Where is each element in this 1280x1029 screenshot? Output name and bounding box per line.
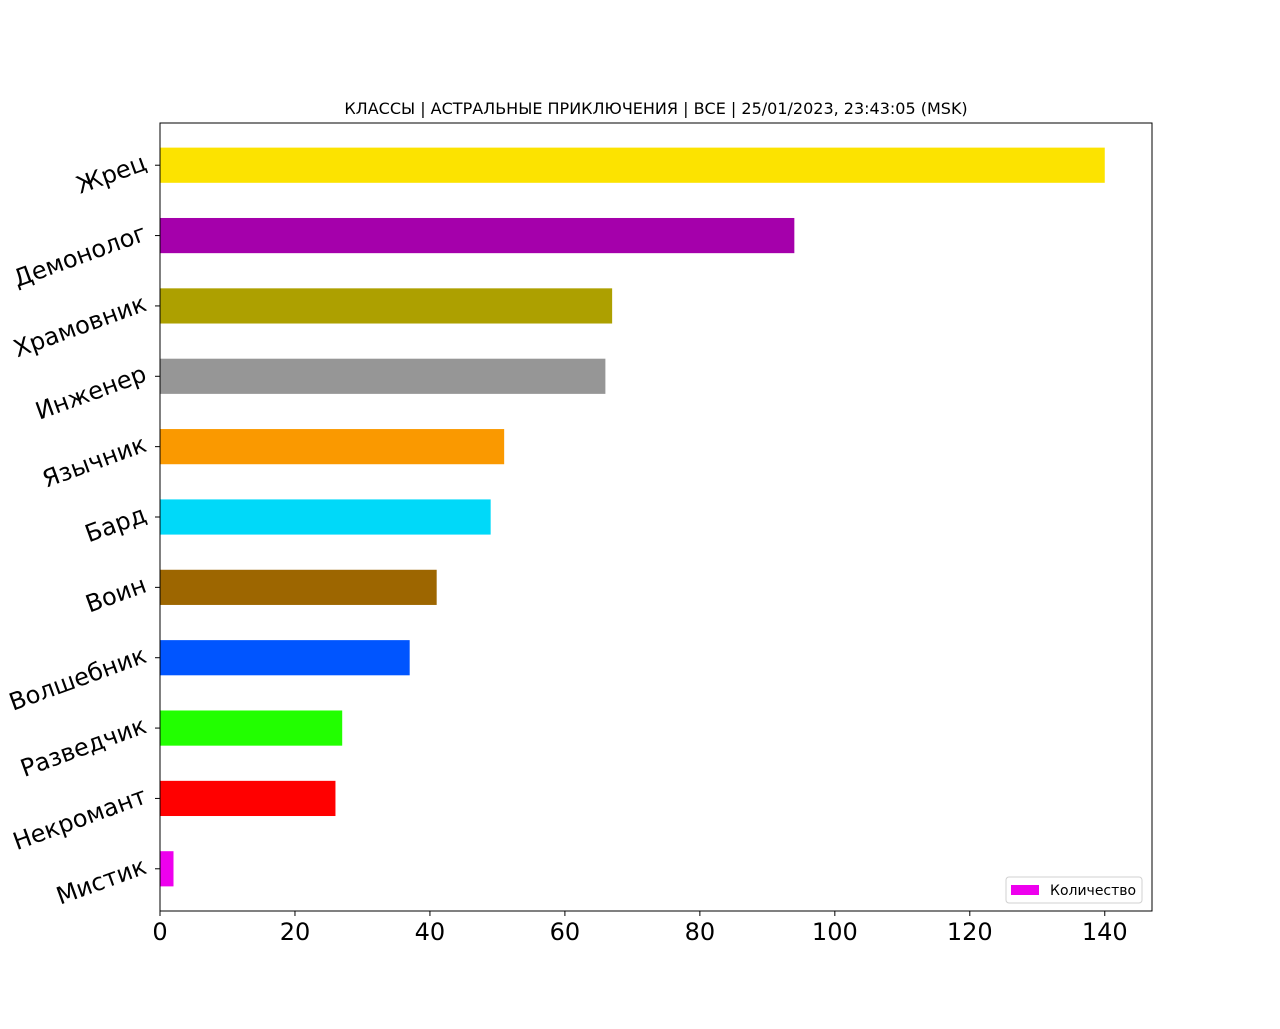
y-tick-label: Разведчик	[17, 711, 150, 782]
x-tick-label: 100	[812, 918, 858, 946]
bar	[160, 780, 336, 817]
y-tick-label: Язычник	[39, 430, 150, 493]
y-tick-label: Храмовник	[10, 289, 150, 363]
x-tick-label: 140	[1082, 918, 1128, 946]
legend: Количество	[1005, 876, 1143, 904]
bar	[160, 217, 795, 254]
chart-title: КЛАССЫ | АСТРАЛЬНЫЕ ПРИКЛЮЧЕНИЯ | ВСЕ | …	[344, 99, 967, 118]
y-tick-label: Жрец	[73, 149, 150, 200]
bar	[160, 640, 410, 676]
y-tick-label: Демонолог	[10, 219, 150, 293]
x-tick-label: 40	[415, 918, 446, 946]
y-tick-label: Инженер	[32, 360, 150, 426]
legend-box	[1005, 876, 1143, 904]
x-tick-label: 20	[280, 918, 311, 946]
bar	[160, 147, 1105, 183]
bar	[160, 358, 606, 394]
bar	[160, 851, 174, 887]
bars-layer	[160, 147, 1105, 887]
bar	[160, 288, 613, 324]
y-tick-label: Некромант	[9, 782, 150, 856]
legend-swatch	[1011, 885, 1039, 895]
y-tick-label: Бард	[81, 500, 150, 548]
y-tick-label: Воин	[82, 571, 150, 619]
x-axis-ticks: 0 20 40 60 80 100 120 140	[152, 911, 1128, 946]
x-tick-label: 0	[152, 918, 167, 946]
x-tick-label: 60	[550, 918, 581, 946]
y-tick-label: Мистик	[53, 852, 151, 910]
bar	[160, 710, 343, 746]
x-tick-label: 120	[947, 918, 993, 946]
x-tick-label: 80	[685, 918, 716, 946]
bar	[160, 429, 505, 465]
bar	[160, 499, 491, 535]
legend-label: Количество	[1050, 883, 1136, 899]
y-tick-label: Волшебник	[5, 641, 150, 716]
bar	[160, 569, 437, 605]
